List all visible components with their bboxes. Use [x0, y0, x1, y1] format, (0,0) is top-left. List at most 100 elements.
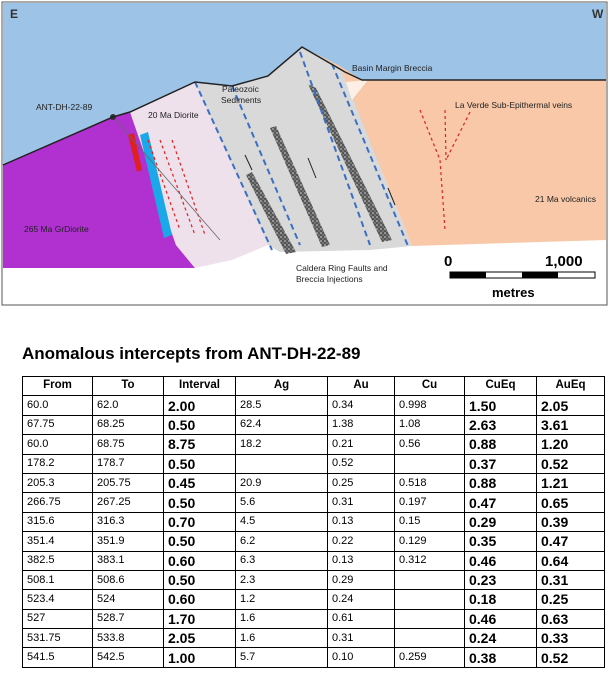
table-row: 508.1 508.6 0.50 2.3 0.29 0.23 0.31 [22, 569, 605, 591]
table-cell: 0.259 [394, 647, 465, 668]
scale-start: 0 [444, 253, 452, 270]
table-cell: 0.88 [464, 434, 537, 455]
table-cell: 0.52 [536, 647, 605, 668]
table-cell: 0.24 [327, 589, 395, 610]
table-cell: 62.0 [92, 395, 164, 416]
table-cell: 6.2 [235, 531, 328, 552]
table-cell: 0.88 [464, 472, 537, 494]
veins-label: La Verde Sub-Epithermal veins [455, 100, 572, 110]
header-cell: Cu [394, 375, 465, 397]
table-cell: 1.6 [235, 608, 328, 630]
table-cell: 316.3 [92, 511, 164, 533]
table-cell: 0.31 [327, 628, 395, 649]
table-cell: 4.5 [235, 511, 328, 533]
table-cell: 266.75 [22, 492, 93, 513]
table-cell: 0.33 [536, 628, 605, 649]
table-cell: 531.75 [22, 628, 93, 649]
table-cell: 0.61 [327, 608, 395, 630]
table-cell: 267.25 [92, 492, 164, 513]
table-cell: 0.70 [163, 511, 236, 533]
table-row: 178.2 178.7 0.50 0.52 0.37 0.52 [22, 453, 605, 474]
table-cell: 0.31 [536, 569, 605, 591]
table-cell: 541.5 [22, 647, 93, 668]
table-cell: 60.0 [22, 434, 93, 455]
table-cell: 0.52 [536, 453, 605, 474]
table-cell: 205.75 [92, 472, 164, 494]
table-cell: 382.5 [22, 550, 93, 571]
arrows [244, 154, 396, 206]
table-cell: 1.70 [163, 608, 236, 630]
compass-east: E [10, 7, 18, 21]
table-cell: 62.4 [235, 414, 328, 436]
vein-lines [147, 109, 471, 236]
table-cell: 178.7 [92, 453, 164, 474]
table-cell [394, 628, 465, 649]
table-cell: 0.15 [394, 511, 465, 533]
scale-unit: metres [492, 285, 535, 300]
table-cell: 0.31 [327, 492, 395, 513]
table-cell: 0.47 [536, 531, 605, 552]
table-cell: 1.6 [235, 628, 328, 649]
cross-section: E W ANT-DH-22-89 20 Ma Diorite Paleozoic… [1, 1, 608, 306]
table-cell [235, 453, 328, 474]
table-cell: 0.37 [464, 453, 537, 474]
compass-west: W [592, 7, 604, 21]
table-cell: 0.65 [536, 492, 605, 513]
table-cell: 2.3 [235, 569, 328, 591]
vein-red [128, 133, 142, 172]
table-cell: 0.24 [464, 628, 537, 649]
table-cell: 1.20 [536, 434, 605, 455]
table-cell: 1.21 [536, 472, 605, 494]
table-cell: 0.47 [464, 492, 537, 513]
header-row: From To Interval Ag Au Cu CuEq AuEq [22, 375, 605, 397]
table-row: 351.4 351.9 0.50 6.2 0.22 0.129 0.35 0.47 [22, 531, 605, 552]
table-cell: 2.63 [464, 414, 537, 436]
table-cell: 0.50 [163, 453, 236, 474]
table-cell: 3.61 [536, 414, 605, 436]
header-cell: Interval [163, 375, 236, 397]
table-cell: 2.05 [536, 395, 605, 416]
table-cell: 8.75 [163, 434, 236, 455]
table-cell: 0.21 [327, 434, 395, 455]
table-cell: 527 [22, 608, 93, 630]
table-cell: 28.5 [235, 395, 328, 416]
table-cell: 6.3 [235, 550, 328, 571]
table-cell: 0.18 [464, 589, 537, 610]
paleozoic-label: Paleozoic [222, 84, 260, 94]
intercepts-table: From To Interval Ag Au Cu CuEq AuEq 60.0 62.0 2.0… [22, 375, 605, 668]
table-cell: 351.4 [22, 531, 93, 552]
volcanic-unit [340, 66, 606, 246]
table-cell: 1.08 [394, 414, 465, 436]
table-row: 523.4 524 0.60 1.2 0.24 0.18 0.25 [22, 589, 605, 610]
table-cell: 0.52 [327, 453, 395, 474]
breccia-sliver [246, 172, 296, 254]
table-cell: 0.998 [394, 395, 465, 416]
drill-trace [112, 116, 221, 241]
table-cell: 508.1 [22, 569, 93, 591]
scale-bar [449, 271, 596, 279]
table-cell: 0.22 [327, 531, 395, 552]
breccia-sliver [308, 84, 392, 242]
fault-lines [194, 51, 409, 251]
table-cell: 508.6 [92, 569, 164, 591]
breccia-label: Basin Margin Breccia [352, 63, 433, 73]
header-cell: From [22, 375, 93, 397]
table-cell: 205.3 [22, 472, 93, 494]
table-cell: 0.10 [327, 647, 395, 668]
table-cell: 0.29 [464, 511, 537, 533]
table-cell: 68.75 [92, 434, 164, 455]
table-cell: 0.35 [464, 531, 537, 552]
table-cell: 0.13 [327, 511, 395, 533]
header-cell: AuEq [536, 375, 605, 397]
breccia-unit [346, 80, 368, 100]
table-cell: 0.50 [163, 569, 236, 591]
table-cell [394, 608, 465, 630]
vein-blue [140, 132, 172, 238]
table-cell: 524 [92, 589, 164, 610]
table-row: 205.3 205.75 0.45 20.9 0.25 0.518 0.88 1.21 [22, 472, 605, 494]
table-cell [394, 569, 465, 591]
table-cell: 0.129 [394, 531, 465, 552]
table-row: 60.0 68.75 8.75 18.2 0.21 0.56 0.88 1.20 [22, 434, 605, 455]
table-cell: 67.75 [22, 414, 93, 436]
